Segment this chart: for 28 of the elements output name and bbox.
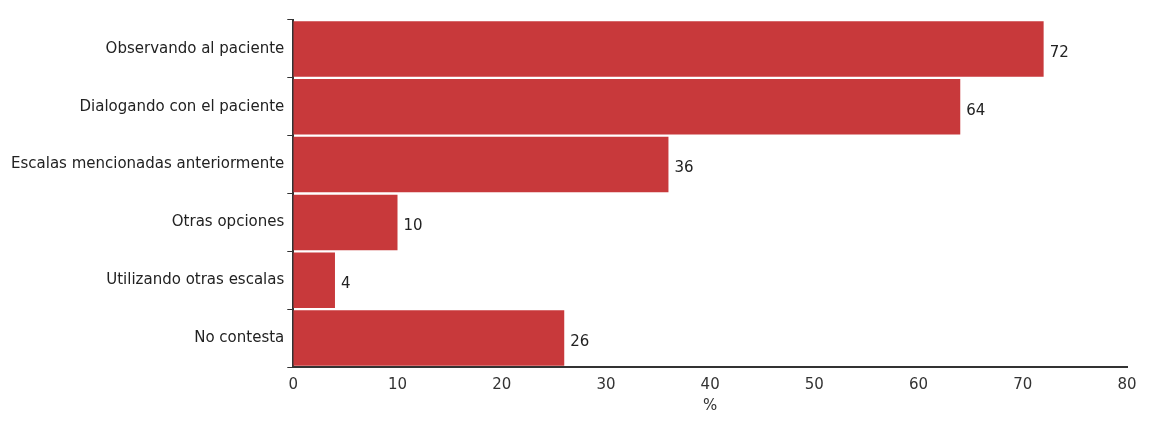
data-label: 26 [570, 331, 590, 350]
y-tick-label: Observando al paciente [105, 38, 285, 57]
bar [293, 194, 398, 251]
y-tick-label: Escalas mencionadas anteriormente [10, 154, 285, 173]
bar [293, 136, 669, 193]
bar [293, 21, 1044, 77]
x-tick-label: 40 [700, 374, 720, 393]
data-label: 64 [966, 100, 986, 119]
data-label: 36 [674, 158, 694, 177]
x-tick-label: 20 [492, 374, 512, 393]
y-tick-label: Utilizando otras escalas [106, 270, 285, 289]
y-tick-label: Otras opciones [171, 212, 285, 231]
data-label: 4 [340, 274, 351, 293]
x-axis-title: % [703, 395, 718, 414]
x-tick-label: 70 [1013, 374, 1033, 393]
data-label: 10 [403, 216, 423, 235]
bar [293, 310, 565, 366]
data-label: 72 [1049, 42, 1069, 61]
y-tick-label: No contesta [194, 327, 285, 346]
x-tick-label: 10 [387, 374, 408, 393]
y-tick-label: Dialogando con el paciente [79, 96, 285, 115]
x-tick-label: 50 [804, 374, 824, 393]
x-tick-label: 0 [288, 374, 299, 393]
x-tick-label: 30 [596, 374, 616, 393]
bar [293, 78, 961, 135]
x-tick-label: 60 [909, 374, 929, 393]
bar [293, 252, 335, 309]
x-tick-label: 80 [1117, 374, 1137, 393]
